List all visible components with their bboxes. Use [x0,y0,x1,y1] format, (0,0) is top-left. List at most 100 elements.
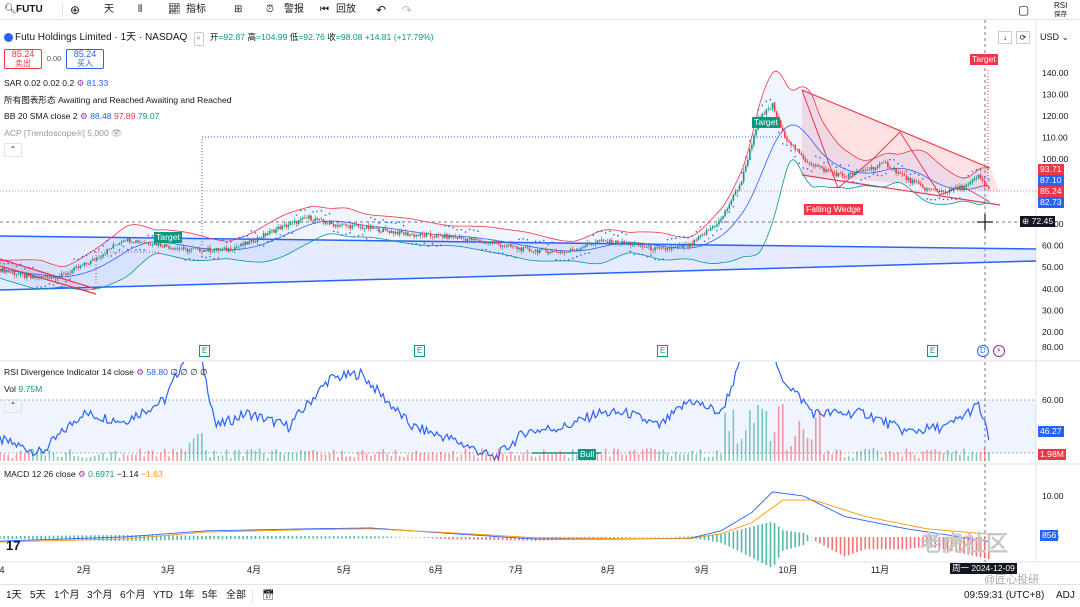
earnings-marker[interactable]: E [414,345,426,357]
sar-dot [209,255,211,258]
symbol-search[interactable]: FUTU [16,4,43,15]
volume-bar [52,452,55,461]
indicators-button[interactable]: 指标 [186,4,206,15]
candle [345,224,347,226]
volume-bar [654,449,656,461]
candle [67,273,69,275]
search-icon[interactable]: 🔍︎ [4,4,17,15]
buy-button[interactable]: 85.24 买入 [66,49,104,69]
macd-histogram-bar [415,537,417,538]
sell-button[interactable]: 85.24 卖出 [4,49,42,69]
candle [977,174,980,179]
candle [664,248,667,250]
currency-selector[interactable]: USD ⌄ [1040,32,1070,42]
redo-icon[interactable]: ↷ [402,3,413,17]
sar-dot [963,177,965,179]
sar-dot [856,182,858,184]
clock-time[interactable]: 09:59:31 (UTC+8) [964,590,1045,601]
indicators-icon[interactable]: 📈︎ [168,4,181,15]
volume-bar [427,454,430,461]
volume-bar [254,450,257,461]
macd-histogram-bar [390,536,393,538]
earnings-marker[interactable]: E [199,345,211,357]
replay-button[interactable]: 回放 [336,4,356,15]
fullscreen-icon[interactable]: ▢ [1018,3,1030,17]
alert-icon[interactable]: ⏰︎ [266,4,274,15]
date-range-icon[interactable]: 📅︎ [262,590,275,601]
candle [295,220,298,224]
range-1y[interactable]: 1年 [179,590,195,601]
macd-histogram-bar [963,537,965,554]
sar-dot [757,109,759,111]
save-button[interactable]: 保存 [1054,11,1067,18]
sar-dot [530,242,533,244]
candle [901,173,904,175]
layout-name[interactable]: RSI [1054,1,1068,10]
undo-icon[interactable]: ↶ [376,3,387,17]
candle [893,168,895,170]
earnings-marker[interactable]: E [657,345,669,357]
candle-style-icon[interactable]: ⫴ [138,4,143,15]
range-3m[interactable]: 3个月 [87,590,113,601]
candle [876,165,879,168]
interval-button[interactable]: 天 [104,4,114,15]
candle [38,276,40,279]
settings-icon[interactable]: ⚙ [79,111,88,121]
split-lightning-icon[interactable]: ⚡ [993,345,1005,357]
time-axis-tick: 11月 [871,565,889,575]
candle [635,243,638,244]
macd-histogram-bar [761,524,763,563]
macd-histogram-bar [522,537,525,541]
volume-bar [481,448,483,461]
volume-bar [856,451,858,461]
range-all[interactable]: 全部 [226,590,246,601]
range-1d[interactable]: 1天 [6,590,22,601]
layout-grid-icon[interactable]: ⊞ [234,4,243,15]
volume-bar [930,450,932,461]
sar-dot [679,235,681,238]
close-value: =98.08 [335,32,363,42]
compare-add-icon[interactable]: ⊕ [70,3,81,17]
range-6m[interactable]: 6个月 [120,590,146,601]
alert-button[interactable]: 警报 [284,4,304,15]
settings-icon[interactable]: ⚙ [136,367,145,377]
volume-bar [456,456,459,461]
collapse-legend-icon[interactable]: ⌃ [4,399,22,413]
macd-histogram-bar [613,537,615,539]
refresh-icon[interactable]: ⟳ [1016,31,1030,44]
sar-dot [876,174,879,177]
volume-bar [65,452,67,461]
eye-hidden-icon[interactable]: 👁︎ [111,128,123,138]
candle [464,238,467,241]
adj-button[interactable]: ADJ [1056,590,1075,601]
dividend-marker[interactable]: D [977,345,989,357]
range-1m[interactable]: 1个月 [54,590,80,601]
settings-icon[interactable]: ⚙ [78,469,86,479]
candle [423,234,426,237]
legend-toggle-icon[interactable]: ≈ [193,32,204,46]
range-ytd[interactable]: YTD [153,590,173,601]
range-5d[interactable]: 5天 [30,590,46,601]
macd-histogram-bar [917,537,920,548]
settings-icon[interactable]: ⚙ [76,78,85,88]
candle [147,242,150,245]
volume-bar [69,449,71,461]
candle [56,277,59,279]
sar-dot [106,239,108,242]
arrow-down-icon[interactable]: ↓ [998,31,1012,44]
price-label-sar: 82.73 [1038,197,1064,208]
sar-dot [188,257,191,260]
range-5y[interactable]: 5年 [202,590,218,601]
macd-histogram-bar [757,525,759,561]
sar-dot [250,229,253,232]
sar-dot [905,170,908,172]
crosshair-date-label: 周一 2024-12-09 [950,563,1017,574]
macd-histogram-bar [983,537,986,559]
collapse-legend-icon[interactable]: ⌃ [4,143,22,157]
volume-bar [703,456,706,461]
sar-dot [637,253,640,255]
replay-icon[interactable]: ⏮ [320,4,329,15]
earnings-marker[interactable]: E [927,345,939,357]
sar-dot [971,170,974,173]
price-axis-tick: 130.00 [1042,89,1069,99]
